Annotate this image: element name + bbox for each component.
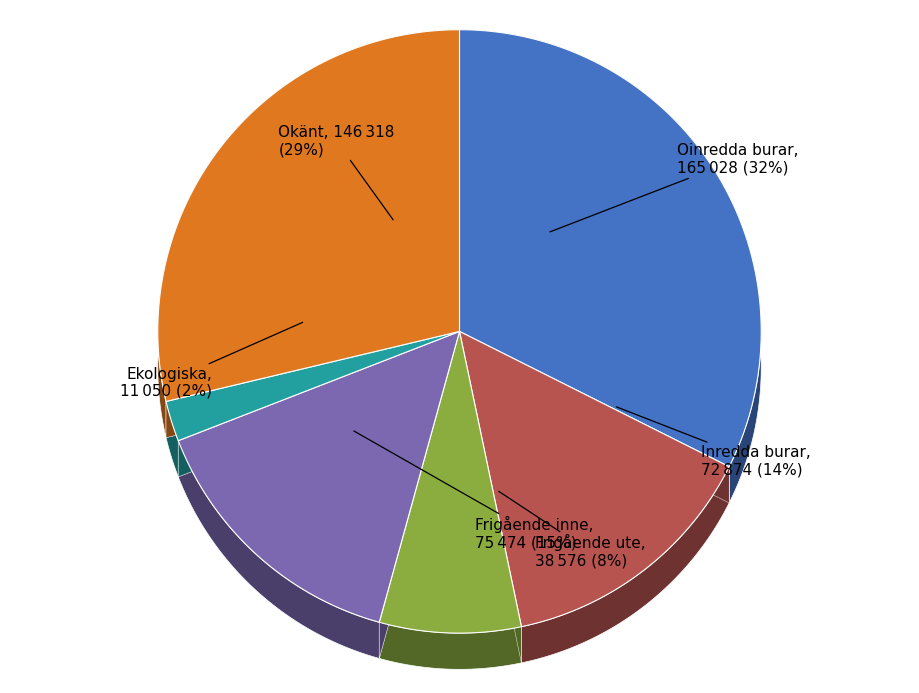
Polygon shape	[380, 331, 521, 633]
Polygon shape	[460, 331, 521, 663]
Polygon shape	[380, 331, 460, 658]
Polygon shape	[178, 331, 460, 477]
Text: Frigående ute,
38 576 (8%): Frigående ute, 38 576 (8%)	[499, 491, 645, 569]
Text: Frigående inne,
75 474 (15%): Frigående inne, 75 474 (15%)	[354, 431, 593, 551]
Polygon shape	[460, 331, 729, 626]
Text: Oinredda burar,
165 028 (32%): Oinredda burar, 165 028 (32%)	[550, 143, 799, 232]
Polygon shape	[380, 331, 460, 658]
Polygon shape	[460, 331, 729, 503]
Polygon shape	[178, 331, 460, 622]
Polygon shape	[166, 331, 460, 438]
Polygon shape	[166, 331, 460, 438]
Polygon shape	[380, 622, 521, 669]
Text: Okänt, 146 318
(29%): Okänt, 146 318 (29%)	[278, 125, 395, 220]
Polygon shape	[460, 331, 521, 663]
Polygon shape	[521, 466, 729, 663]
Polygon shape	[158, 30, 460, 438]
Polygon shape	[166, 401, 178, 477]
Polygon shape	[460, 331, 729, 503]
Text: Inredda burar,
72 874 (14%): Inredda burar, 72 874 (14%)	[617, 407, 811, 477]
Text: Ekologiska,
11 050 (2%): Ekologiska, 11 050 (2%)	[120, 322, 302, 399]
Polygon shape	[158, 30, 460, 401]
Polygon shape	[460, 30, 761, 503]
Polygon shape	[460, 30, 761, 466]
Polygon shape	[178, 441, 380, 658]
Polygon shape	[166, 331, 460, 441]
Polygon shape	[178, 331, 460, 477]
